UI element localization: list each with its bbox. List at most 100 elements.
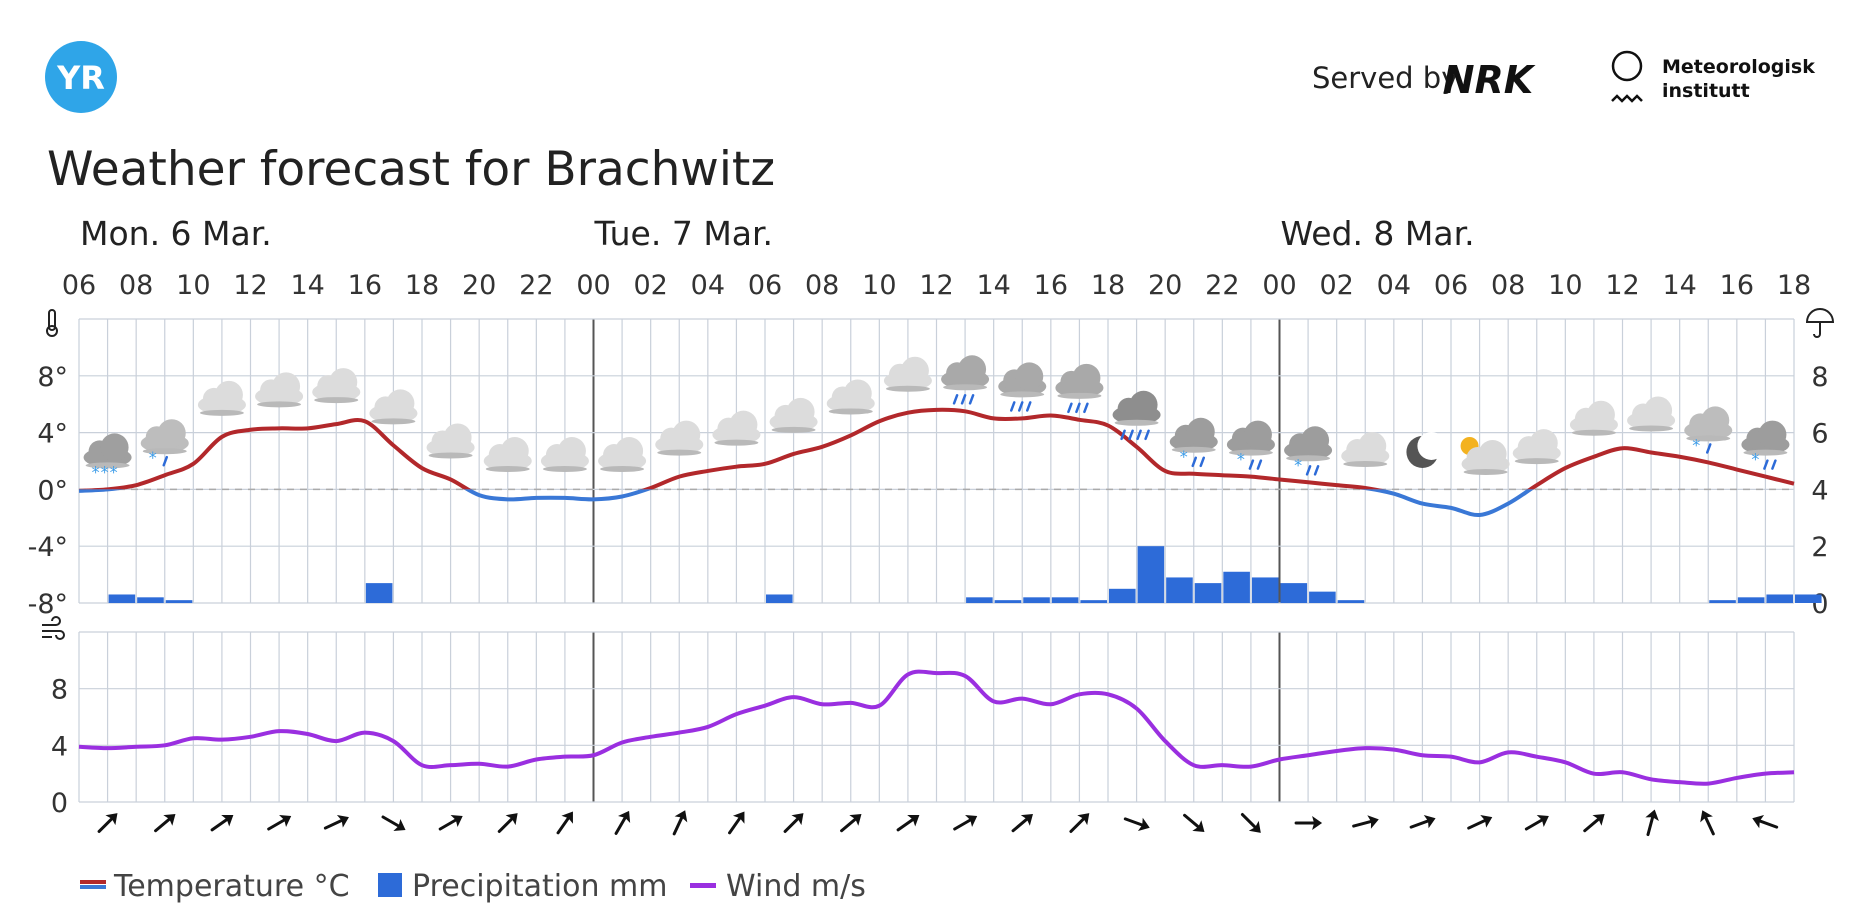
nrk-logo[interactable]: NRK: [1443, 58, 1536, 102]
precipitation-bar[interactable]: [766, 594, 793, 603]
legend: Temperature °C Precipitation mm Wind m/s: [80, 869, 866, 904]
cloud-icon: [255, 372, 304, 408]
wind-direction-arrow-icon: [1645, 809, 1659, 837]
met-institute-logo[interactable]: Meteorologisk institutt: [1611, 50, 1815, 103]
temperature-tick-label: -8°: [28, 589, 68, 620]
page-title: Weather forecast for Brachwitz: [47, 142, 775, 197]
legend-precipitation-label: Precipitation mm: [412, 869, 668, 904]
wind-direction-arrow-icon: [1183, 813, 1205, 832]
legend-precipitation-swatch: [378, 873, 402, 897]
precipitation-bar[interactable]: [1137, 546, 1165, 603]
wind-direction-arrow-icon: [267, 814, 292, 831]
wind-direction-arrow-icon: [1700, 810, 1715, 836]
legend-wind[interactable]: Wind m/s: [690, 869, 866, 904]
wind-line[interactable]: [78, 669, 1795, 786]
precipitation-bar[interactable]: [966, 597, 993, 603]
precipitation-bar[interactable]: [1109, 588, 1136, 603]
yr-logo-text: YR: [56, 59, 105, 97]
thermometer-icon: [46, 309, 58, 337]
legend-temperature-swatch-warm: [80, 880, 106, 884]
temperature-line-warm[interactable]: [78, 407, 1795, 515]
svg-text:*: *: [1180, 447, 1188, 466]
wind-direction-arrow-icon: [381, 815, 406, 832]
svg-text:*: *: [1294, 455, 1302, 474]
hour-tick-label: 02: [633, 270, 667, 301]
wind-direction-arrow-icon: [1240, 813, 1261, 833]
svg-text:*: *: [149, 448, 157, 467]
hour-tick-label: 08: [1491, 270, 1525, 301]
cloud-icon: [1341, 431, 1390, 467]
precipitation-bar[interactable]: [1023, 597, 1050, 603]
cloud-icon: [655, 420, 704, 456]
precipitation-bar[interactable]: [1194, 583, 1222, 603]
precipitation-bar[interactable]: [1223, 571, 1250, 603]
day-label: Wed. 8 Mar.: [1281, 214, 1475, 253]
temperature-tick-label: 4°: [37, 419, 68, 450]
hour-tick-label: 18: [1091, 270, 1125, 301]
cloud-icon: [883, 356, 932, 392]
legend-temperature-label: Temperature °C: [113, 869, 350, 904]
svg-text:*: *: [101, 462, 109, 481]
wind-direction-arrow-icon: [1409, 815, 1436, 829]
hour-tick-label: 16: [348, 270, 382, 301]
cloud-icon: [1627, 396, 1676, 432]
wind-direction-arrow-icon: [1752, 815, 1779, 829]
hour-tick-label: 12: [919, 270, 953, 301]
precipitation-bar[interactable]: [1309, 591, 1336, 603]
precipitation-bar[interactable]: [1251, 577, 1279, 603]
cloud-icon: [826, 379, 875, 415]
wind-direction-arrow-icon: [1524, 814, 1549, 831]
cloud-icon: [197, 380, 246, 416]
hour-tick-label: 22: [519, 270, 553, 301]
legend-temperature[interactable]: Temperature °C: [80, 869, 350, 904]
precipitation-bar[interactable]: [1280, 583, 1308, 603]
cloudy-light-snow-icon: *: [140, 419, 189, 467]
hour-tick-label: 18: [1777, 270, 1811, 301]
wind-tick-label: 8: [51, 675, 68, 706]
hour-tick-label: 22: [1205, 270, 1239, 301]
hour-tick-label: 02: [1319, 270, 1353, 301]
precipitation-bar[interactable]: [1766, 594, 1793, 603]
legend-temperature-swatch-cold: [80, 885, 106, 889]
wind-direction-arrow-icon: [154, 814, 176, 833]
precipitation-bar[interactable]: [1080, 600, 1107, 603]
heavy-rain-icon: [1112, 390, 1161, 441]
precipitation-bar[interactable]: [108, 594, 136, 603]
precipitation-bar[interactable]: [1709, 600, 1736, 603]
wind-direction-arrow-icon: [97, 813, 118, 833]
hour-tick-label: 04: [691, 270, 725, 301]
cloudy-light-rain-icon: [941, 355, 990, 405]
hour-tick-label: 06: [62, 270, 96, 301]
precipitation-bar[interactable]: [1166, 577, 1193, 603]
wind-icon: [42, 616, 65, 640]
cloud-icon: [1512, 429, 1561, 465]
temperature-tick-label: 0°: [37, 475, 68, 506]
svg-text:*: *: [92, 462, 100, 481]
precipitation-bar[interactable]: [1051, 597, 1079, 603]
day-label: Tue. 7 Mar.: [594, 214, 774, 253]
yr-logo[interactable]: YR: [45, 41, 117, 113]
hour-tick-label: 20: [462, 270, 496, 301]
precipitation-bar[interactable]: [1737, 597, 1765, 603]
sleet-icon: *: [1226, 420, 1275, 470]
precipitation-bar[interactable]: [165, 600, 193, 603]
precipitation-bar[interactable]: [137, 597, 164, 603]
wind-direction-arrow-icon: [840, 814, 862, 833]
yr-logo-circle: [45, 41, 117, 113]
temperature-tick-label: -4°: [28, 532, 68, 563]
wind-direction-arrow-icon: [438, 814, 463, 831]
precipitation-bar[interactable]: [365, 583, 393, 603]
hour-tick-label: 10: [1548, 270, 1582, 301]
day-label: Mon. 6 Mar.: [80, 214, 272, 253]
legend-wind-swatch: [690, 883, 716, 888]
wind-direction-arrow-icon: [614, 810, 631, 835]
sleet-icon: *: [1169, 417, 1218, 468]
precipitation-bar[interactable]: [994, 600, 1022, 603]
sleet-icon: *: [1284, 426, 1333, 476]
precipitation-bar[interactable]: [1337, 600, 1365, 603]
legend-precipitation[interactable]: Precipitation mm: [378, 869, 668, 904]
cloud-icon: [426, 423, 475, 459]
precipitation-bar[interactable]: [1795, 594, 1822, 603]
temperature-line-cold[interactable]: [78, 410, 1794, 517]
hour-tick-label: 12: [1605, 270, 1639, 301]
